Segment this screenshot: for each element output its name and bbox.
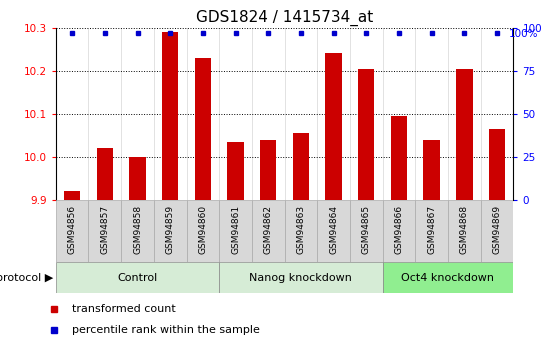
Bar (391, 116, 407, 200)
Text: GSM94860: GSM94860 (199, 205, 208, 254)
Bar (448, 200, 480, 262)
Bar (383, 200, 415, 262)
Bar (358, 69, 374, 200)
Bar (219, 200, 252, 262)
Bar (64, 191, 80, 200)
Text: GSM94867: GSM94867 (427, 205, 436, 254)
Text: GSM94856: GSM94856 (68, 205, 76, 254)
Bar (480, 200, 513, 262)
Bar (252, 200, 285, 262)
Bar (56, 200, 89, 262)
Bar (424, 140, 440, 200)
Text: GSM94869: GSM94869 (493, 205, 502, 254)
Text: GSM94857: GSM94857 (100, 205, 109, 254)
Text: GSM94863: GSM94863 (296, 205, 305, 254)
Text: GSM94858: GSM94858 (133, 205, 142, 254)
Bar (293, 133, 309, 200)
Bar (129, 157, 146, 200)
Bar (350, 200, 383, 262)
Bar (97, 148, 113, 200)
Bar (162, 32, 179, 200)
Bar (260, 140, 276, 200)
Bar (318, 200, 350, 262)
Text: GSM94861: GSM94861 (231, 205, 240, 254)
Text: GSM94868: GSM94868 (460, 205, 469, 254)
Bar (325, 53, 341, 200)
Bar (121, 200, 154, 262)
Text: transformed count: transformed count (72, 304, 176, 314)
Bar (383, 262, 513, 293)
Bar (415, 200, 448, 262)
Bar (89, 200, 121, 262)
Text: percentile rank within the sample: percentile rank within the sample (72, 325, 260, 335)
Text: GSM94866: GSM94866 (395, 205, 403, 254)
Title: GDS1824 / 1415734_at: GDS1824 / 1415734_at (196, 10, 373, 26)
Bar (228, 142, 244, 200)
Bar (489, 129, 505, 200)
Bar (56, 262, 219, 293)
Text: GSM94864: GSM94864 (329, 205, 338, 254)
Text: Oct4 knockdown: Oct4 knockdown (402, 273, 494, 283)
Text: Control: Control (117, 273, 157, 283)
Text: protocol ▶: protocol ▶ (0, 273, 53, 283)
Text: 100%: 100% (509, 29, 538, 39)
Text: GSM94865: GSM94865 (362, 205, 371, 254)
Bar (195, 58, 211, 200)
Bar (456, 69, 473, 200)
Text: Nanog knockdown: Nanog knockdown (249, 273, 352, 283)
Bar (219, 262, 383, 293)
Text: GSM94859: GSM94859 (166, 205, 175, 254)
Text: GSM94862: GSM94862 (264, 205, 273, 254)
Bar (285, 200, 318, 262)
Bar (154, 200, 186, 262)
Bar (186, 200, 219, 262)
